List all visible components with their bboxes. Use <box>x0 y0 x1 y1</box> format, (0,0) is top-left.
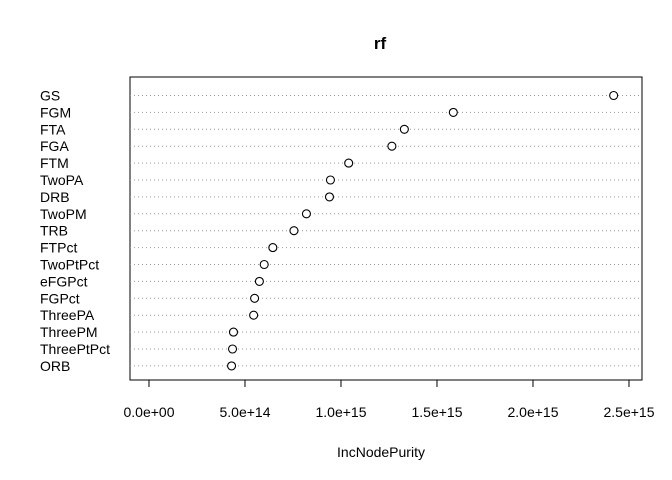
row-label: ORB <box>40 358 70 374</box>
row-label: ThreePtPct <box>40 341 110 357</box>
data-point <box>399 124 409 134</box>
row-label: GS <box>40 88 60 104</box>
data-point <box>387 141 397 151</box>
row-label: FGA <box>40 138 69 154</box>
data-point <box>249 310 259 320</box>
row-label: TwoPtPct <box>40 257 99 273</box>
x-tick-label: 2.5e+15 <box>604 404 655 420</box>
row-label: FTA <box>40 121 66 137</box>
chart-title: rf <box>374 34 387 53</box>
data-point <box>324 192 335 202</box>
x-tick-label: 0.0e+00 <box>124 404 175 420</box>
data-point <box>268 243 278 253</box>
row-label: ThreePA <box>40 307 95 323</box>
row-label: FGM <box>40 104 71 120</box>
x-tick-label: 1.0e+15 <box>316 404 367 420</box>
row-label: ThreePM <box>40 324 98 340</box>
row-label: FTPct <box>40 240 77 256</box>
data-point <box>254 276 264 286</box>
data-point <box>259 259 269 270</box>
data-point <box>609 90 619 101</box>
row-label: FGPct <box>40 290 80 306</box>
data-point <box>448 107 458 117</box>
row-label: eFGPct <box>40 273 88 289</box>
data-point <box>250 293 260 303</box>
x-axis-title: IncNodePurity <box>337 444 425 460</box>
data-point <box>325 175 335 185</box>
row-label: TwoPM <box>40 206 87 222</box>
row-label: FTM <box>40 155 69 171</box>
plot-frame <box>129 76 643 381</box>
data-point <box>227 344 238 354</box>
data-point <box>289 226 299 236</box>
x-tick-label: 5.0e+14 <box>220 404 271 420</box>
row-label: DRB <box>40 189 70 205</box>
data-point <box>227 361 237 371</box>
row-label: TRB <box>40 223 68 239</box>
x-tick-label: 2.0e+15 <box>508 404 559 420</box>
x-tick-label: 1.5e+15 <box>412 404 463 420</box>
data-point <box>344 158 354 168</box>
row-label: TwoPA <box>40 172 84 188</box>
data-point <box>228 327 239 337</box>
data-point <box>301 209 311 219</box>
